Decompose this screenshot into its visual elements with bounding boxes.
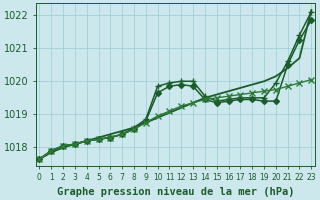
X-axis label: Graphe pression niveau de la mer (hPa): Graphe pression niveau de la mer (hPa) [57, 186, 294, 197]
